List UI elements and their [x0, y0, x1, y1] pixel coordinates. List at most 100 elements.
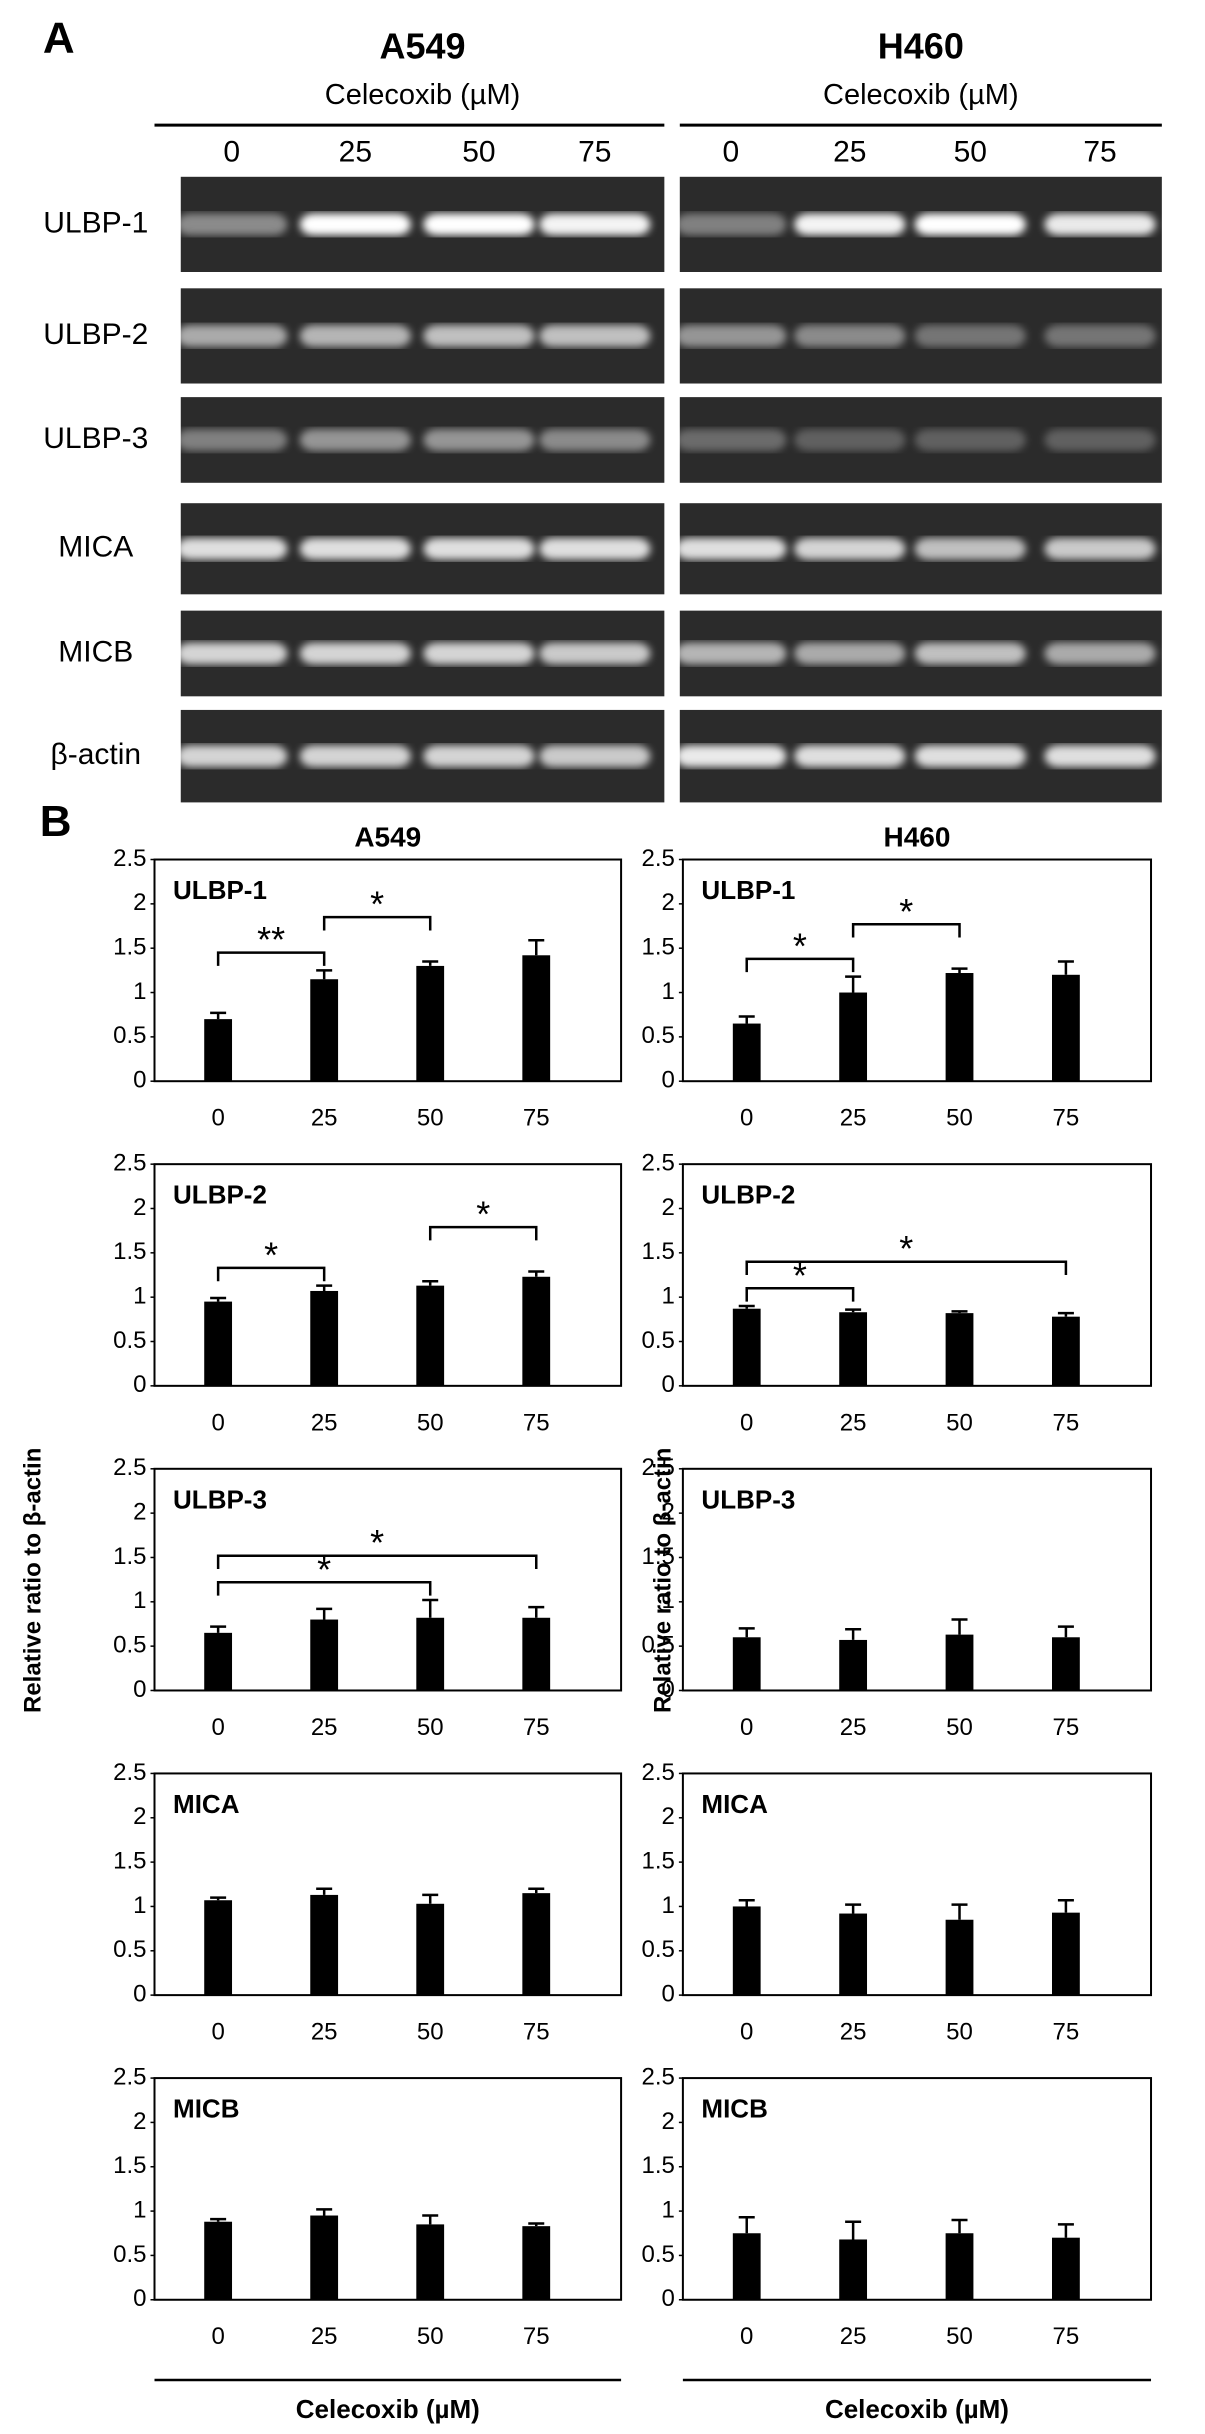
gel-band	[675, 325, 787, 347]
gel-band	[176, 745, 288, 768]
dose-label: 25	[833, 136, 866, 169]
gel-band	[176, 429, 288, 451]
bar	[416, 2224, 445, 2300]
y-tick-label: 0	[133, 1067, 146, 1094]
cell-line-name: A549	[380, 25, 466, 66]
y-tick-label: 2	[662, 1803, 675, 1830]
plot-frame	[681, 1467, 1153, 1692]
gene-label: ULBP-1	[43, 206, 148, 239]
y-tick-label: 0.5	[642, 1327, 675, 1354]
y-tick-label: 1.5	[642, 1238, 675, 1265]
bar	[416, 1285, 445, 1386]
x-tick-label: 0	[211, 2019, 224, 2046]
bar	[416, 1617, 445, 1691]
y-tick-label: 1.5	[113, 2152, 146, 2179]
gel-band	[794, 537, 906, 560]
gel-band	[914, 642, 1026, 665]
bar	[732, 1023, 761, 1082]
gel-band	[423, 537, 535, 560]
significance-label: *	[899, 1228, 913, 1269]
chart-title: MICB	[701, 2094, 767, 2124]
y-axis-label: Relative ratio to β-actin	[19, 1448, 46, 1713]
bar	[522, 1617, 551, 1691]
dose-label: 0	[223, 136, 240, 169]
chart-title: ULBP-3	[701, 1484, 795, 1514]
chart-title: MICA	[173, 1789, 240, 1819]
x-tick-label: 0	[740, 2019, 753, 2046]
y-tick-label: 2	[133, 1498, 146, 1525]
gel-band	[539, 745, 651, 768]
error-bar	[422, 1893, 439, 1904]
y-tick-label: 1.5	[113, 1847, 146, 1874]
x-tick-label: 75	[523, 1105, 550, 1132]
bar	[839, 1913, 868, 1996]
gel-band	[675, 745, 787, 768]
gel-band	[299, 537, 411, 560]
error-bar	[528, 1270, 545, 1277]
x-tick-label: 75	[523, 2019, 550, 2046]
gel-band	[299, 325, 411, 347]
chart-title: ULBP-1	[701, 875, 795, 905]
bar	[732, 2233, 761, 2300]
bar	[839, 1639, 868, 1691]
error-bar	[738, 1627, 755, 1638]
gene-label: β-actin	[50, 738, 141, 771]
bar	[522, 955, 551, 1082]
y-tick-label: 1	[133, 978, 146, 1005]
y-tick-label: 2	[662, 889, 675, 916]
error-bar	[210, 1296, 227, 1302]
y-tick-label: 1.5	[113, 1238, 146, 1265]
dose-label: 25	[339, 136, 372, 169]
gel-band	[675, 642, 787, 665]
x-tick-label: 25	[840, 1714, 867, 1741]
chart-title: ULBP-2	[173, 1180, 267, 1210]
error-bar	[845, 2220, 862, 2240]
dose-label: 0	[722, 136, 739, 169]
plot-frame	[681, 858, 1153, 1083]
chart-title: MICA	[701, 1789, 768, 1819]
significance-label: *	[264, 1234, 278, 1275]
gene-label: ULBP-3	[43, 422, 148, 455]
panel-label: A	[43, 13, 75, 62]
y-tick-label: 1.5	[642, 1543, 675, 1570]
error-bar	[210, 1011, 227, 1020]
x-tick-label: 0	[740, 1409, 753, 1436]
bar	[310, 1619, 339, 1691]
gel-band	[539, 325, 651, 347]
y-tick-label: 2	[662, 1498, 675, 1525]
y-tick-label: 2	[133, 2108, 146, 2135]
y-tick-label: 2.5	[113, 2063, 146, 2090]
gel-band	[423, 213, 535, 236]
bar	[522, 1276, 551, 1386]
y-tick-label: 1	[133, 1892, 146, 1919]
x-axis-label: Celecoxib (µM)	[825, 2394, 1009, 2424]
significance-bracket	[322, 915, 432, 931]
bar	[945, 2233, 974, 2300]
gel-band	[299, 642, 411, 665]
plot-frame	[153, 2077, 623, 2301]
gel-band	[794, 213, 906, 236]
y-tick-label: 0	[133, 1676, 146, 1703]
x-tick-label: 0	[740, 1105, 753, 1132]
bar	[839, 1312, 868, 1386]
x-tick-label: 75	[1053, 1409, 1080, 1436]
gel-band	[914, 325, 1026, 347]
error-bar	[738, 1898, 755, 1907]
gel-band	[914, 537, 1026, 560]
x-tick-label: 50	[417, 1105, 444, 1132]
plot-frame	[153, 1163, 623, 1387]
x-tick-label: 0	[211, 1105, 224, 1132]
y-tick-label: 2	[133, 1194, 146, 1221]
y-tick-label: 2.5	[113, 1454, 146, 1481]
error-bar	[845, 1308, 862, 1313]
y-tick-label: 0	[133, 1371, 146, 1398]
x-tick-label: 75	[523, 2323, 550, 2350]
x-tick-label: 25	[840, 1409, 867, 1436]
bar	[310, 979, 339, 1082]
x-tick-label: 75	[1053, 2019, 1080, 2046]
x-tick-label: 75	[1053, 2323, 1080, 2350]
y-tick-label: 0.5	[113, 1631, 146, 1658]
y-tick-label: 0.5	[642, 1631, 675, 1658]
x-tick-label: 50	[417, 1714, 444, 1741]
x-tick-label: 50	[417, 2019, 444, 2046]
